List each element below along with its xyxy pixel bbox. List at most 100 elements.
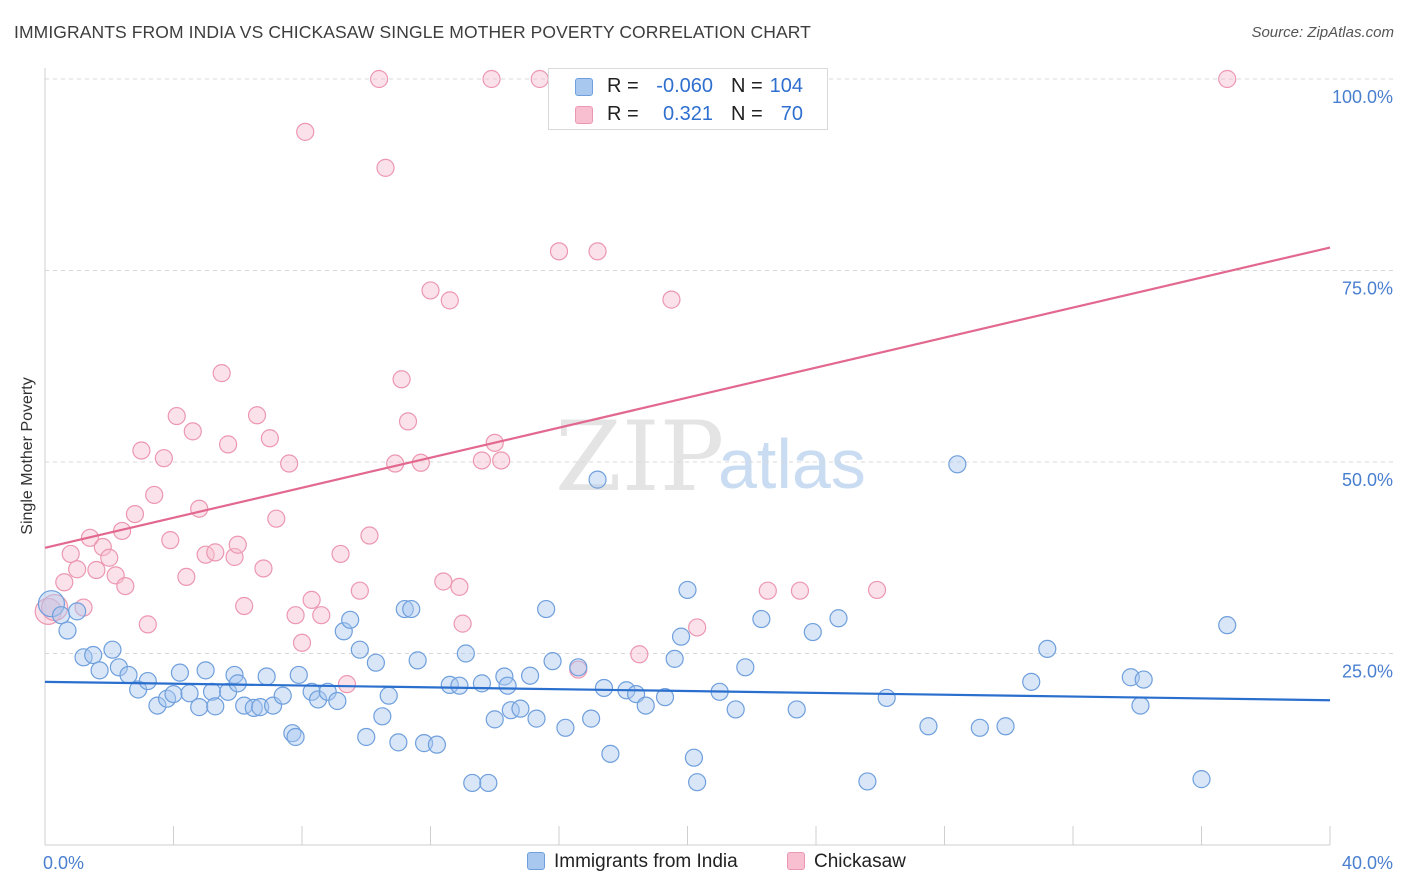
chickasaw-point-9 <box>100 548 119 567</box>
y-tick-label-1: 50.0% <box>1342 470 1393 490</box>
chickasaw-point-2 <box>55 573 74 592</box>
india-point-34 <box>308 690 328 709</box>
india-point-56 <box>485 710 504 729</box>
chickasaw-point-55 <box>472 451 491 470</box>
chickasaw-point-40 <box>331 544 350 564</box>
chickasaw-point-38 <box>302 590 321 609</box>
india-point-36 <box>328 691 347 711</box>
india-point-96 <box>1131 696 1150 715</box>
chickasaw-point-24 <box>206 543 225 562</box>
chickasaw-point-43 <box>360 526 379 545</box>
india-point-37 <box>334 622 353 641</box>
india-point-8 <box>109 658 128 677</box>
chickasaw-point-16 <box>145 485 164 505</box>
india-point-20 <box>206 697 225 716</box>
india-point-23 <box>228 674 247 693</box>
india-point-62 <box>527 709 546 728</box>
chickasaw-point-51 <box>434 572 453 591</box>
india-point-12 <box>148 696 167 715</box>
india-point-68 <box>588 470 607 489</box>
legend-item-chickasaw: Chickasaw <box>787 851 906 873</box>
legend-n-label: N = <box>731 103 763 125</box>
india-point-83 <box>752 609 771 629</box>
chickasaw-trend-line <box>44 246 1331 549</box>
india-point-45 <box>395 599 414 619</box>
y-tick-labels: 25.0% 50.0% 75.0% 100.0% <box>1332 87 1393 682</box>
india-point-93 <box>1022 672 1041 691</box>
india-point-70 <box>601 744 620 763</box>
legend-label-india: Immigrants from India <box>554 851 738 872</box>
chickasaw-points <box>34 69 1237 694</box>
india-point-87 <box>858 772 877 791</box>
legend-n-value-india: 104 <box>769 75 803 97</box>
chickasaw-point-8 <box>93 537 112 557</box>
chickasaw-point-58 <box>492 451 511 470</box>
india-point-27 <box>257 667 276 686</box>
india-point-76 <box>671 627 691 646</box>
legend-swatch-india <box>527 852 545 870</box>
india-point-97 <box>1134 670 1153 689</box>
india-point-64 <box>543 652 562 671</box>
india-point-94 <box>1038 639 1057 659</box>
india-point-79 <box>688 773 707 792</box>
india-point-78 <box>684 748 704 767</box>
chart-title: IMMIGRANTS FROM INDIA VS CHICKASAW SINGL… <box>14 22 811 42</box>
india-point-18 <box>196 661 215 680</box>
chickasaw-point-31 <box>254 559 273 578</box>
chickasaw-point-64 <box>662 290 681 309</box>
india-point-6 <box>90 661 109 680</box>
chickasaw-point-3 <box>61 544 80 564</box>
india-point-84 <box>787 700 806 719</box>
chickasaw-point-59 <box>530 69 549 89</box>
india-point-29 <box>273 686 292 705</box>
india-point-75 <box>665 649 684 668</box>
india-point-1 <box>51 606 71 625</box>
chickasaw-point-37 <box>296 122 315 141</box>
chickasaw-point-44 <box>370 69 389 89</box>
chickasaw-point-41 <box>337 675 357 694</box>
india-point-52 <box>456 644 475 663</box>
gridlines <box>45 78 1393 654</box>
chickasaw-point-29 <box>235 596 254 616</box>
chickasaw-point-50 <box>421 281 440 300</box>
india-point-82 <box>736 658 755 677</box>
chickasaw-point-36 <box>292 633 312 652</box>
chickasaw-point-49 <box>411 453 430 472</box>
axes <box>44 68 1331 846</box>
legend-row-chickasaw: R = 0.321 N = 70 <box>549 100 827 128</box>
chickasaw-point-34 <box>280 454 299 473</box>
india-point-85 <box>803 622 822 642</box>
india-point-66 <box>569 658 588 677</box>
india-point-31 <box>286 727 305 747</box>
chickasaw-point-25 <box>212 364 231 383</box>
india-point-60 <box>511 699 530 718</box>
x-tick-label-min: 0.0% <box>43 853 84 873</box>
india-point-86 <box>829 609 848 628</box>
chickasaw-point-63 <box>630 645 649 664</box>
chickasaw-point-56 <box>482 69 501 89</box>
india-point-92 <box>996 717 1015 736</box>
chickasaw-point-60 <box>549 242 569 261</box>
watermark-atlas: atlas <box>718 425 866 503</box>
india-point-90 <box>948 455 967 474</box>
india-point-9 <box>119 665 138 685</box>
chickasaw-point-18 <box>161 531 180 550</box>
chickasaw-point-14 <box>132 441 151 460</box>
chickasaw-point-19 <box>167 406 186 426</box>
chickasaw-point-68 <box>867 580 887 600</box>
chickasaw-point-22 <box>190 499 209 518</box>
legend-r-value-india: -0.060 <box>656 75 713 97</box>
chickasaw-point-12 <box>116 576 135 596</box>
india-point-47 <box>408 651 427 670</box>
chickasaw-point-21 <box>183 422 202 441</box>
chickasaw-point-54 <box>453 614 472 633</box>
legend-item-india: Immigrants from India <box>527 851 738 873</box>
india-point-51 <box>450 676 469 695</box>
chickasaw-point-53 <box>450 577 469 596</box>
india-point-58 <box>498 676 517 695</box>
india-point-99 <box>1218 616 1237 635</box>
india-point-42 <box>373 707 392 726</box>
india-point-40 <box>357 727 376 747</box>
india-point-25 <box>244 698 263 717</box>
india-point-98 <box>1192 770 1211 789</box>
